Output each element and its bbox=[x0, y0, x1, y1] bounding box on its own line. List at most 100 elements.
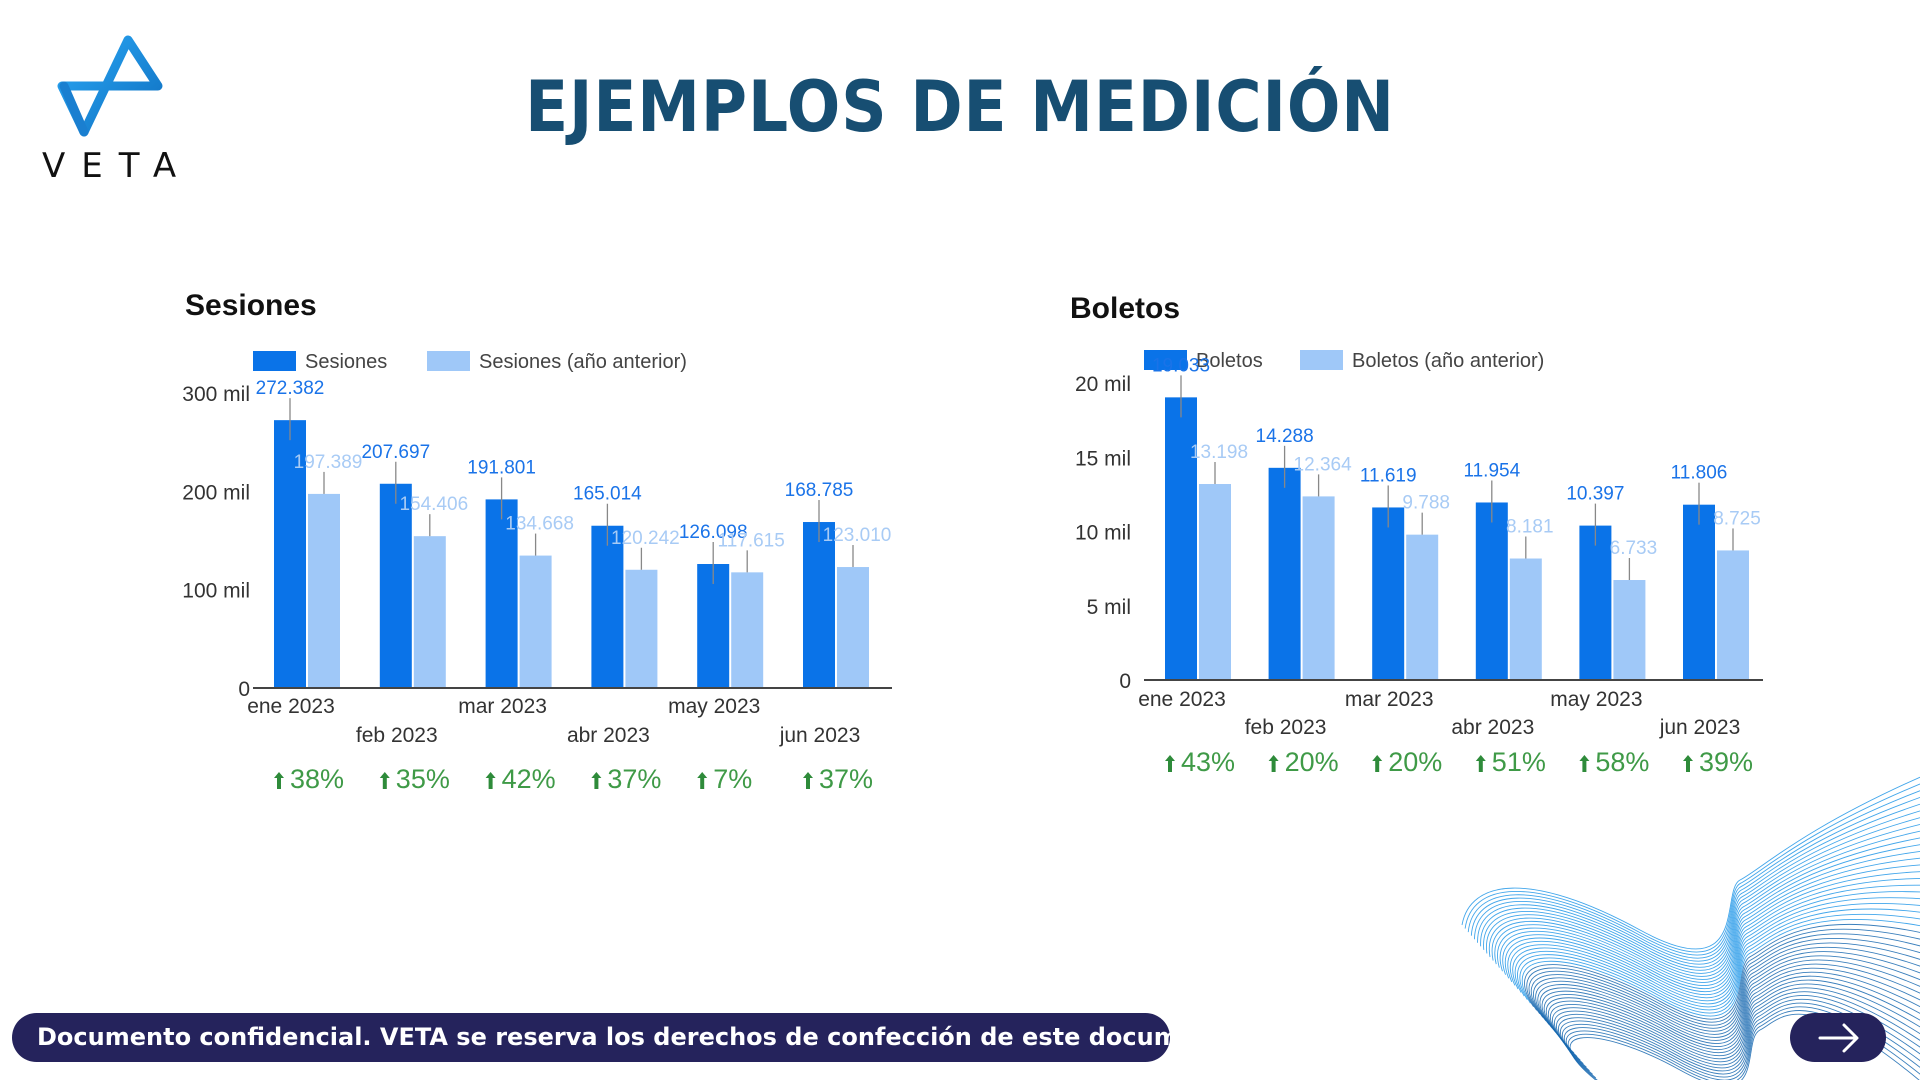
arrow-up-icon bbox=[1683, 755, 1693, 772]
growth-up-arrow-icon bbox=[1579, 755, 1590, 772]
veta-wave-logo-icon bbox=[57, 35, 163, 137]
x-tick-label: may 2023 bbox=[668, 695, 760, 718]
legend-swatch-previous bbox=[1300, 350, 1343, 370]
x-tick-label: ene 2023 bbox=[1138, 688, 1226, 711]
y-tick-label: 0 bbox=[238, 678, 250, 701]
x-tick-label: abr 2023 bbox=[567, 724, 650, 747]
confidential-footer: Documento confidencial. VETA se reserva … bbox=[12, 1013, 1240, 1062]
data-label-current: 207.697 bbox=[361, 442, 430, 463]
data-label-previous: 8.181 bbox=[1506, 517, 1554, 538]
arrow-up-icon bbox=[1372, 755, 1383, 772]
arrow-up-icon bbox=[485, 772, 496, 789]
growth-percent: 51% bbox=[1492, 747, 1546, 777]
data-label-previous: 13.198 bbox=[1190, 442, 1248, 463]
x-tick-label: may 2023 bbox=[1550, 688, 1642, 711]
data-label-previous: 117.615 bbox=[718, 530, 785, 551]
bar-current bbox=[1165, 397, 1197, 680]
legend-label: Sesiones bbox=[305, 351, 387, 373]
bar-previous bbox=[837, 567, 869, 688]
growth-up-arrow-icon bbox=[1165, 755, 1175, 772]
growth-percent: 7% bbox=[713, 764, 752, 794]
bar-current bbox=[697, 564, 730, 688]
veta-logo: VETA bbox=[40, 34, 193, 186]
arrow-up-icon bbox=[697, 772, 708, 789]
bar-current bbox=[379, 483, 412, 688]
data-label-current: 14.288 bbox=[1256, 426, 1314, 447]
growth-percent: 37% bbox=[819, 764, 873, 794]
data-label-current: 10.397 bbox=[1566, 484, 1624, 505]
bar-previous bbox=[308, 493, 340, 688]
legend-swatch-current bbox=[253, 351, 296, 371]
bar-current bbox=[1268, 467, 1301, 680]
arrow-up-icon bbox=[591, 772, 602, 789]
y-tick-label: 300 mil bbox=[182, 383, 250, 406]
growth-percent: 38% bbox=[290, 764, 344, 794]
growth-up-arrow-icon bbox=[1268, 755, 1279, 772]
arrow-up-icon bbox=[803, 772, 813, 789]
growth-percent: 42% bbox=[502, 764, 556, 794]
arrow-up-icon bbox=[1579, 755, 1590, 772]
bar-previous bbox=[1406, 534, 1439, 680]
growth-percent: 43% bbox=[1181, 747, 1235, 777]
growth-percent: 35% bbox=[396, 764, 450, 794]
x-tick-label: feb 2023 bbox=[356, 724, 438, 747]
y-tick-label: 20 mil bbox=[1075, 373, 1131, 396]
data-label-current: 191.801 bbox=[467, 457, 536, 478]
bar-previous bbox=[625, 569, 658, 688]
bar-previous bbox=[1302, 496, 1335, 680]
bar-current bbox=[1579, 525, 1612, 680]
bar-current bbox=[803, 522, 835, 688]
arrow-up-icon bbox=[274, 772, 284, 789]
bar-previous bbox=[1199, 484, 1231, 680]
data-label-current: 11.619 bbox=[1360, 465, 1417, 486]
legend-swatch-current bbox=[1144, 350, 1187, 370]
data-label-previous: 154.406 bbox=[399, 494, 468, 515]
arrow-up-icon bbox=[1268, 755, 1279, 772]
growth-percent: 39% bbox=[1699, 747, 1753, 777]
data-label-previous: 6.733 bbox=[1610, 538, 1658, 559]
x-tick-label: jun 2023 bbox=[1659, 716, 1741, 739]
data-label-previous: 9.788 bbox=[1402, 493, 1450, 514]
growth-up-arrow-icon bbox=[1372, 755, 1383, 772]
arrow-right-icon bbox=[1818, 1023, 1859, 1053]
growth-up-arrow-icon bbox=[1475, 755, 1486, 772]
data-label-previous: 197.389 bbox=[294, 452, 363, 473]
growth-up-arrow-icon bbox=[274, 772, 284, 789]
data-label-current: 272.382 bbox=[256, 378, 325, 399]
y-tick-label: 200 mil bbox=[182, 481, 250, 504]
growth-percent: 37% bbox=[607, 764, 661, 794]
bar-previous bbox=[413, 536, 446, 688]
growth-up-arrow-icon bbox=[697, 772, 708, 789]
legend-label: Boletos bbox=[1196, 350, 1263, 372]
data-label-current: 168.785 bbox=[785, 480, 854, 501]
bar-current bbox=[1475, 502, 1508, 680]
data-label-current: 11.806 bbox=[1671, 463, 1728, 484]
bar-previous bbox=[1717, 550, 1749, 680]
growth-up-arrow-icon bbox=[379, 772, 390, 789]
page-title: EJEMPLOS DE MEDICIÓN bbox=[525, 66, 1395, 148]
bar-previous bbox=[731, 572, 764, 688]
chart-title: Boletos bbox=[1070, 292, 1180, 325]
growth-up-arrow-icon bbox=[591, 772, 602, 789]
bar-previous bbox=[519, 555, 552, 688]
chart-title: Sesiones bbox=[185, 289, 317, 322]
y-tick-label: 5 mil bbox=[1087, 596, 1131, 619]
data-label-previous: 134.668 bbox=[505, 514, 574, 535]
data-label-current: 126.098 bbox=[679, 522, 748, 543]
legend-label: Sesiones (año anterior) bbox=[479, 351, 687, 373]
brand-name: VETA bbox=[42, 146, 193, 186]
y-tick-label: 0 bbox=[1119, 670, 1131, 693]
next-slide-button[interactable] bbox=[1790, 1013, 1886, 1062]
growth-percent: 20% bbox=[1285, 747, 1339, 777]
arrow-up-icon bbox=[379, 772, 390, 789]
data-label-previous: 12.364 bbox=[1294, 454, 1353, 475]
y-tick-label: 10 mil bbox=[1075, 522, 1131, 545]
bar-previous bbox=[1509, 558, 1542, 680]
y-tick-label: 15 mil bbox=[1075, 447, 1131, 470]
arrow-up-icon bbox=[1165, 755, 1175, 772]
bar-previous bbox=[1613, 580, 1646, 680]
bar-current bbox=[1683, 504, 1715, 680]
arrow-up-icon bbox=[1475, 755, 1486, 772]
